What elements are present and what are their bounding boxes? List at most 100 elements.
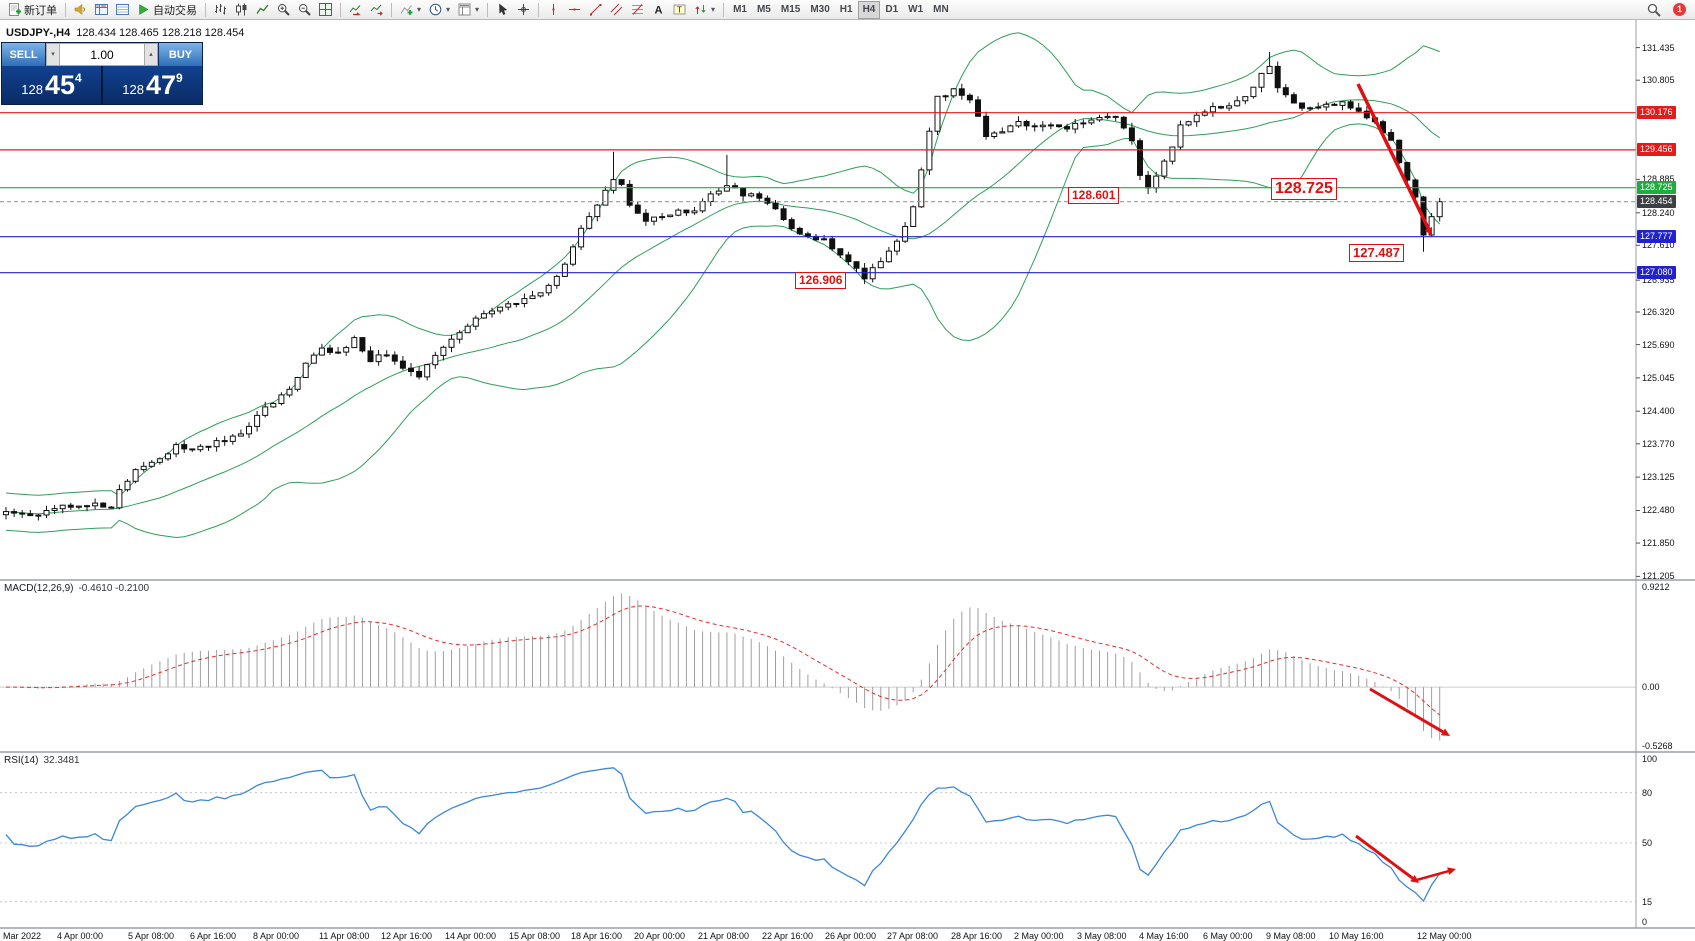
toolbar-separator [391, 2, 392, 17]
trendline-icon [589, 3, 602, 16]
sell-price-sup: 4 [75, 71, 82, 85]
timeframe-m5-button[interactable]: M5 [752, 1, 776, 19]
text-t-icon: T [673, 3, 686, 16]
buy-price-prefix: 128 [122, 81, 144, 97]
volume-decrease-button[interactable]: ▾ [46, 43, 60, 66]
toolbar-buttons: 新订单 自动交易 ▾ ▾ ▾ A T ▾ M1 M5 M15 M30 H1 H4 D1 W1 MN [4, 0, 954, 19]
new-order-button[interactable]: 新订单 [4, 1, 61, 19]
cursor-icon [496, 3, 509, 16]
svg-text:A: A [655, 5, 663, 17]
bar-chart-button[interactable] [210, 1, 231, 19]
arrows-icon [694, 3, 707, 16]
timeframe-m15-button[interactable]: M15 [776, 1, 805, 19]
sell-price-prefix: 128 [21, 81, 43, 97]
volume-input[interactable] [60, 43, 144, 66]
periods-button[interactable]: ▾ [425, 1, 454, 19]
timeframe-w1-button[interactable]: W1 [903, 1, 928, 19]
timeframe-h4-button[interactable]: H4 [857, 0, 881, 19]
timeframe-m30-button[interactable]: M30 [805, 1, 834, 19]
sell-price-quote[interactable]: 128 45 4 [2, 66, 101, 104]
trade-panel-quotes: 128 45 4 128 47 9 [2, 66, 202, 104]
chart-shift-icon [370, 3, 383, 16]
sell-button[interactable]: SELL [2, 43, 46, 66]
timeframe-h1-button[interactable]: H1 [835, 1, 858, 19]
dropdown-caret-icon: ▾ [417, 5, 422, 14]
fibonacci-button[interactable] [627, 1, 648, 19]
clock-icon [429, 3, 442, 16]
search-button[interactable] [1643, 1, 1665, 19]
text-button[interactable]: A [648, 1, 669, 19]
bars-icon [214, 3, 227, 16]
zoom-in-icon [277, 3, 290, 16]
buy-button[interactable]: BUY [158, 43, 202, 66]
line-chart-button[interactable] [252, 1, 273, 19]
zoom-out-icon [298, 3, 311, 16]
doc-plus-icon [8, 3, 21, 16]
channel-button[interactable] [606, 1, 627, 19]
timeframe-mn-button[interactable]: MN [928, 1, 954, 19]
auto-scroll-button[interactable] [345, 1, 366, 19]
autotrading-button[interactable]: 自动交易 [133, 1, 201, 19]
vline-icon [547, 3, 560, 16]
buy-price-sup: 9 [176, 71, 183, 85]
timeframe-d1-button[interactable]: D1 [880, 1, 903, 19]
crosshair-button[interactable] [513, 1, 534, 19]
text-a-icon: A [652, 3, 665, 17]
hline-icon [568, 3, 581, 16]
timeframe-m1-button[interactable]: M1 [728, 1, 752, 19]
chart-symbol-period: USDJPY-,H4 [6, 27, 71, 39]
play-icon [137, 3, 150, 16]
search-icon [1647, 3, 1661, 17]
horizontal-line-button[interactable] [564, 1, 585, 19]
macd-indicator-label: MACD(12,26,9) -0.4610 -0.2100 [4, 583, 149, 594]
chart-title: USDJPY-,H4 128.434 128.465 128.218 128.45… [6, 27, 244, 39]
chart-scroll-icon [349, 3, 362, 16]
sell-price-big: 45 [44, 70, 76, 100]
data-window-button[interactable] [112, 1, 133, 19]
template-icon [458, 3, 471, 16]
trade-panel-controls: SELL ▾ ▴ BUY [2, 43, 202, 66]
alerts-button[interactable] [70, 1, 91, 19]
label-button[interactable]: T [669, 1, 690, 19]
chart-shift-button[interactable] [366, 1, 387, 19]
volume-increase-button[interactable]: ▴ [144, 43, 158, 66]
buy-price-big: 47 [145, 70, 177, 100]
dropdown-caret-icon: ▾ [475, 5, 480, 14]
line-icon [256, 3, 269, 16]
zoom-out-button[interactable] [294, 1, 315, 19]
arrow-objects-button[interactable]: ▾ [690, 1, 719, 19]
market-watch-button[interactable] [91, 1, 112, 19]
svg-text:T: T [677, 6, 682, 15]
vertical-line-button[interactable] [543, 1, 564, 19]
autotrading-button-label: 自动交易 [153, 4, 197, 17]
indicators-button[interactable]: ▾ [396, 1, 425, 19]
new-order-button-label: 新订单 [24, 4, 57, 17]
rsi-indicator-label: RSI(14) 32.3481 [4, 755, 80, 766]
toolbar-right: 1 [1643, 1, 1691, 19]
trendline-button[interactable] [585, 1, 606, 19]
market-watch-icon [95, 3, 108, 16]
toolbar-separator [340, 2, 341, 17]
crosshair-icon [517, 3, 530, 16]
horn-icon [74, 3, 87, 16]
toolbar-separator [205, 2, 206, 17]
toolbar-separator [723, 2, 725, 17]
tiles-icon [319, 3, 332, 16]
buy-price-quote[interactable]: 128 47 9 [103, 66, 202, 104]
quote-divider [101, 66, 103, 104]
fibo-icon [631, 3, 644, 16]
dropdown-caret-icon: ▾ [446, 5, 451, 14]
templates-button[interactable]: ▾ [454, 1, 483, 19]
tile-windows-button[interactable] [315, 1, 336, 19]
indicator-plus-icon [400, 3, 413, 16]
data-window-icon [116, 3, 129, 16]
notification-badge[interactable]: 1 [1672, 2, 1687, 17]
zoom-in-button[interactable] [273, 1, 294, 19]
main-toolbar: 新订单 自动交易 ▾ ▾ ▾ A T ▾ M1 M5 M15 M30 H1 H4 D1 W1 MN 1 [0, 0, 1695, 20]
candlestick-chart-button[interactable] [231, 1, 252, 19]
candles-icon [235, 3, 248, 16]
cursor-button[interactable] [492, 1, 513, 19]
